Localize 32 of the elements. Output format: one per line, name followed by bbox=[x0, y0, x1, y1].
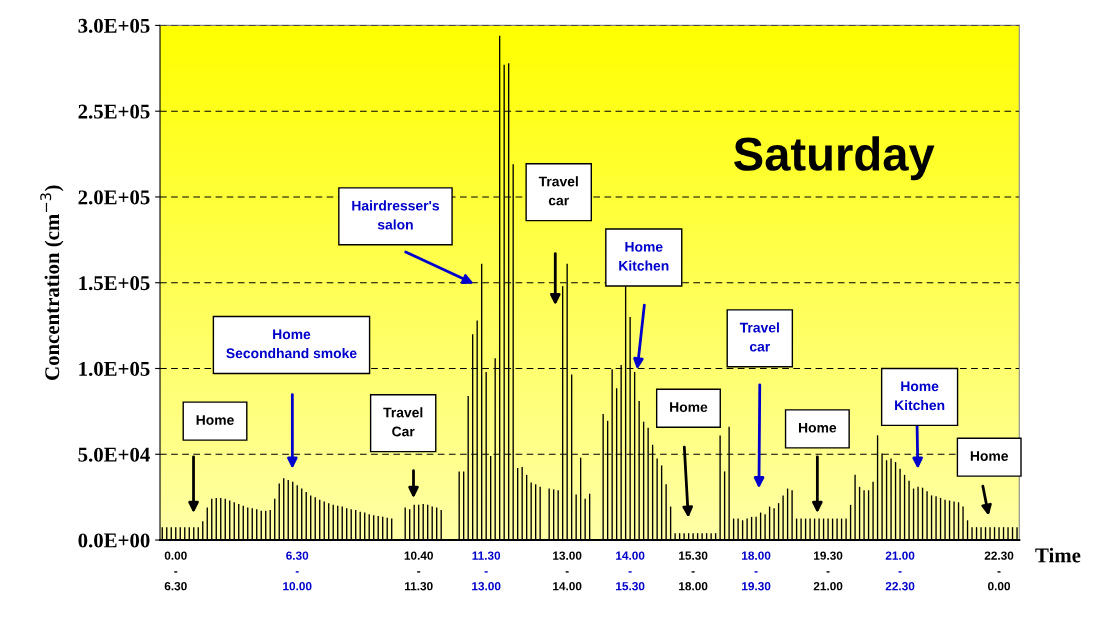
annotation: Home Secondhand smoke bbox=[226, 329, 357, 359]
x-tick-label: 18.00 - 19.30 bbox=[742, 551, 771, 591]
annotation: Saturday bbox=[734, 136, 935, 181]
x-axis-title: Time bbox=[1035, 547, 1081, 563]
annotation: Home Kitchen bbox=[619, 242, 669, 271]
x-tick-label: 21.00 - 22.30 bbox=[885, 551, 915, 591]
annotation: Hairdresser's salon bbox=[352, 200, 439, 230]
y-tick-label: 2.0E+05 bbox=[78, 190, 150, 205]
annotation: Home bbox=[798, 422, 837, 433]
x-tick-label: 0.00 - 6.30 bbox=[164, 551, 187, 591]
y-tick-label: 2.5E+05 bbox=[78, 104, 150, 119]
annotation: Travel car bbox=[739, 322, 779, 352]
x-tick-label: 14.00 - 15.30 bbox=[616, 551, 645, 591]
x-tick-label: 13.00 - 14.00 bbox=[553, 551, 582, 591]
x-tick-label: 22.30 - 0.00 bbox=[984, 551, 1014, 591]
y-tick-label: 0.0E+00 bbox=[78, 533, 150, 548]
annotation: Home bbox=[670, 402, 708, 413]
annotation: Travel car bbox=[538, 176, 578, 206]
x-tick-label: 19.30 - 21.00 bbox=[813, 551, 843, 591]
annotation: Travel Car bbox=[383, 407, 423, 437]
y-axis-title: Concentration (cm$^{−3}$) bbox=[40, 185, 64, 380]
y-tick-label: 3.0E+05 bbox=[78, 18, 150, 33]
y-tick-label: 1.5E+05 bbox=[79, 276, 150, 291]
y-tick-label: 5.0E+04 bbox=[78, 447, 150, 462]
x-tick-label: 10.40 - 11.30 bbox=[404, 551, 433, 591]
annotation: Home bbox=[970, 451, 1009, 461]
x-tick-label: 15.30 - 18.00 bbox=[679, 551, 708, 591]
annotation: Home Kitchen bbox=[895, 381, 945, 411]
y-tick-label: 1.0E+05 bbox=[79, 361, 150, 377]
annotation: Home bbox=[196, 415, 234, 425]
x-tick-label: 11.30 - 13.00 bbox=[472, 551, 501, 591]
x-tick-label: 6.30 - 10.00 bbox=[283, 551, 312, 591]
